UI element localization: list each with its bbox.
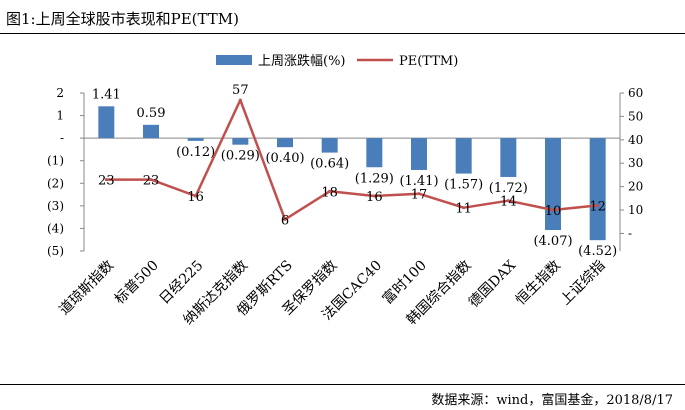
bar-change (143, 124, 159, 139)
left-axis-tick-label: (5) (47, 244, 64, 258)
bar-data-label: (0.64) (310, 157, 349, 172)
pe-data-label: 16 (366, 190, 383, 205)
pe-data-label: 23 (143, 174, 160, 189)
pe-data-label: 6 (281, 213, 289, 228)
pe-point (194, 194, 198, 198)
bar-data-label: (1.41) (399, 174, 438, 189)
category-label: 德国DAX (466, 257, 519, 310)
bar-data-label: 0.59 (137, 106, 166, 121)
right-axis-tick-label: 30 (628, 156, 643, 170)
pe-data-label: 14 (500, 195, 517, 210)
bar-change (187, 138, 204, 141)
left-axis-tick-label: (4) (47, 221, 64, 235)
category-label: 道琼斯指数 (56, 258, 117, 319)
bar-change (589, 138, 606, 241)
bar-data-label: (0.12) (176, 145, 215, 160)
chart: 上周涨跌幅(%) PE(TTM) 2 1 - (1) (2) (3) (4) (5) 60 50 40 3… (47, 53, 643, 328)
pe-line (106, 98, 598, 221)
pe-data-label: 23 (98, 174, 115, 189)
bar-data-label: (4.52) (578, 244, 617, 259)
bar-change (321, 138, 338, 153)
right-axis-tick-label: 60 (628, 86, 643, 100)
left-axis-tick-label: (1) (47, 154, 64, 168)
legend-swatch-change (216, 55, 252, 65)
left-axis-tick-label: (2) (47, 176, 64, 190)
pe-point (506, 199, 510, 203)
pe-data-label: 18 (321, 185, 338, 200)
category-label: 标普500 (112, 258, 162, 308)
category-label: 上证综指 (558, 258, 609, 309)
pe-point (372, 194, 376, 198)
bar-data-label: (4.07) (533, 234, 572, 249)
bar-data-label: (1.72) (489, 181, 528, 196)
bar-change (366, 138, 383, 168)
legend-label-change: 上周涨跌幅(%) (258, 53, 346, 69)
pe-point (149, 178, 153, 182)
right-axis-tick-label: 50 (628, 109, 643, 123)
pe-point (104, 178, 108, 182)
pe-point (551, 208, 555, 212)
right-axis-tick-label: 10 (628, 203, 643, 217)
left-axis-tick-label: - (60, 131, 64, 145)
left-axis-tick-label: 2 (56, 86, 64, 100)
left-axis-tick-label: (3) (47, 199, 64, 213)
pe-point (596, 203, 600, 207)
bar-data-label: 1.41 (92, 87, 121, 102)
bar-change (98, 106, 115, 139)
pe-point (462, 206, 466, 210)
right-axis-tick-label: 20 (628, 180, 643, 194)
bar-change (411, 138, 427, 170)
source-divider (0, 384, 685, 385)
pe-data-label: 17 (411, 188, 428, 203)
figure-title: 图1:上周全球股市表现和PE(TTM) (6, 10, 239, 28)
title-underline (0, 33, 685, 34)
pe-data-label: 57 (232, 83, 249, 98)
pe-point (283, 217, 287, 221)
pe-data-label: 10 (545, 204, 562, 219)
source-note: 数据来源：wind，富国基金，2018/8/17 (431, 393, 673, 408)
left-axis-tick-label: 1 (56, 109, 64, 123)
pe-point (238, 98, 242, 102)
pe-data-label: 11 (455, 202, 472, 217)
bar-data-label: (0.29) (221, 149, 260, 164)
bar-change (545, 138, 561, 231)
right-axis-tick-label: - (628, 226, 632, 240)
bar-change (277, 138, 293, 148)
category-label: 恒生指数 (513, 258, 564, 309)
pe-data-label: 12 (589, 199, 606, 214)
bar-change (232, 138, 249, 145)
bar-data-label: (0.40) (265, 151, 304, 166)
pe-point (417, 192, 421, 196)
bar-change (500, 138, 517, 177)
pe-data-label: 16 (187, 190, 204, 205)
bar-change (455, 138, 472, 174)
right-axis-tick-label: 40 (628, 133, 643, 147)
legend-label-pe: PE(TTM) (399, 54, 458, 69)
bar-data-label: (1.29) (355, 171, 394, 186)
bar-data-label: (1.57) (444, 178, 483, 193)
pe-point (328, 189, 332, 193)
